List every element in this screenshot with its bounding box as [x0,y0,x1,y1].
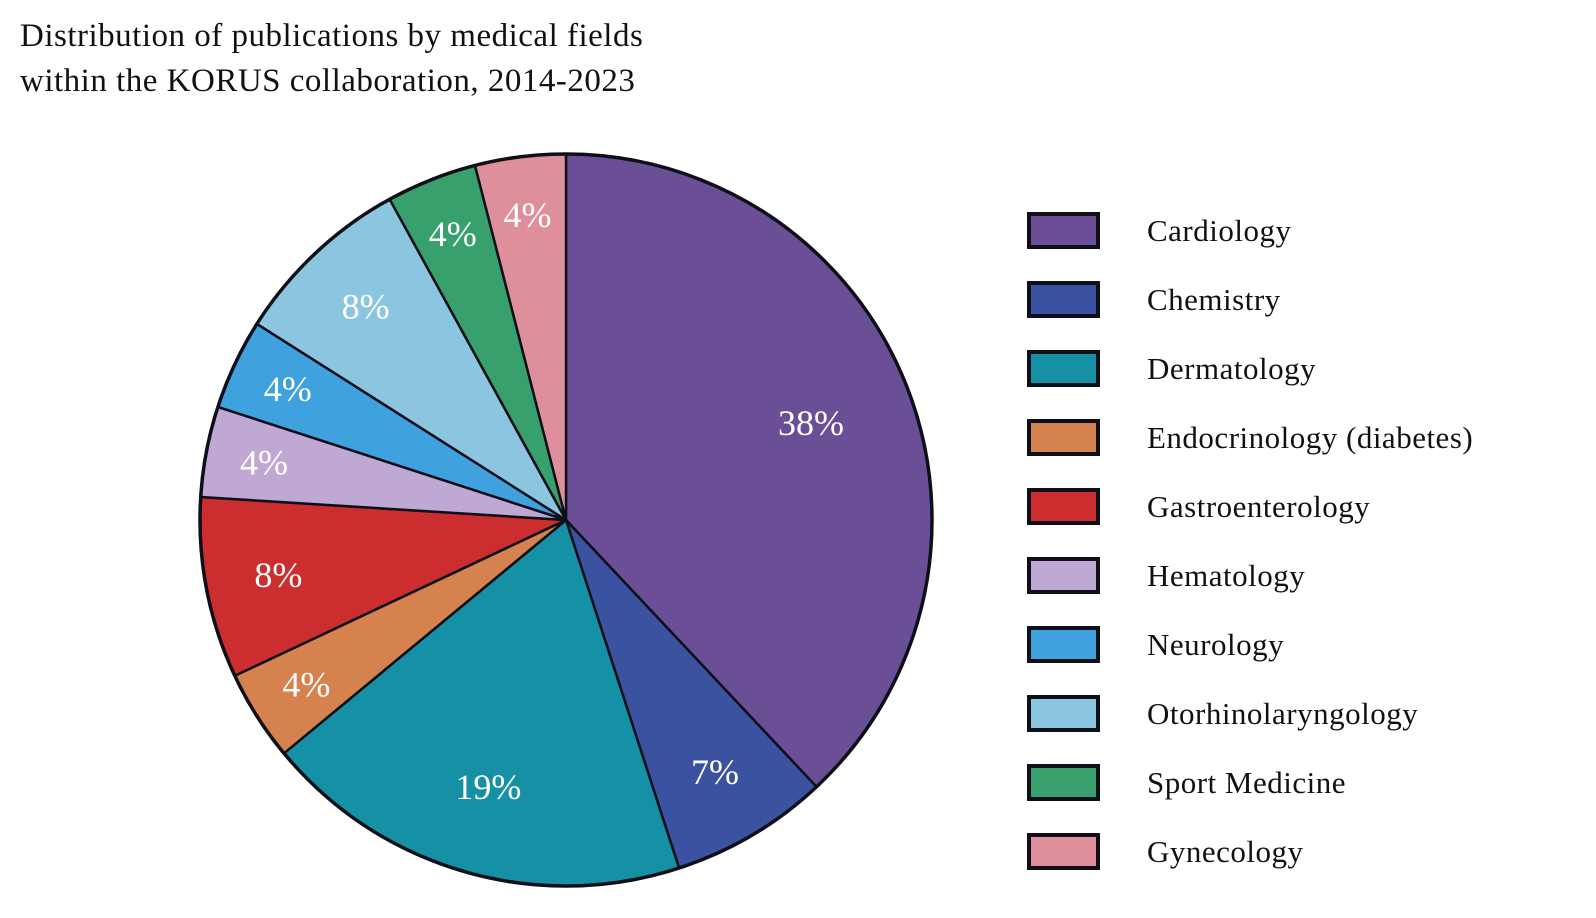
legend-item-cardiology: Cardiology [1027,196,1473,265]
legend-swatch [1027,212,1100,249]
legend-item-endocrinology-diabetes: Endocrinology (diabetes) [1027,403,1473,472]
legend-label: Dermatology [1147,350,1317,386]
legend-label: Sport Medicine [1147,764,1346,800]
legend-item-sport-medicine: Sport Medicine [1027,748,1473,817]
legend-item-otorhinolaryngology: Otorhinolaryngology [1027,679,1473,748]
chart-title: Distribution of publications by medical … [20,18,644,99]
pie-outline [198,152,934,888]
slice-value-label: 4% [504,195,552,235]
slice-value-label: 38% [778,403,844,443]
legend-swatch [1027,350,1100,387]
legend-label: Endocrinology (diabetes) [1147,419,1474,455]
legend-item-gastroenterology: Gastroenterology [1027,472,1473,541]
slice-value-label: 19% [455,767,521,807]
legend-swatch [1027,419,1100,456]
slice-value-label: 8% [342,287,390,327]
legend-item-neurology: Neurology [1027,610,1473,679]
legend-swatch [1027,626,1100,663]
legend-swatch [1027,488,1100,525]
legend-swatch [1027,695,1100,732]
legend-swatch [1027,281,1100,318]
legend-label: Neurology [1147,626,1285,662]
legend: Cardiology Chemistry Dermatology Endocrinol… [1027,196,1473,886]
slice-value-label: 7% [691,752,739,792]
slice-value-label: 4% [240,442,288,482]
legend-label: Cardiology [1147,212,1292,248]
legend-item-dermatology: Dermatology [1027,334,1473,403]
slice-value-label: 4% [282,665,330,705]
legend-label: Hematology [1147,557,1306,593]
slice-value-label: 4% [429,214,477,254]
legend-item-gynecology: Gynecology [1027,817,1473,886]
legend-label: Chemistry [1147,281,1281,317]
legend-swatch [1027,833,1100,870]
slice-value-label: 8% [254,555,302,595]
legend-label: Gastroenterology [1147,488,1371,524]
legend-swatch [1027,557,1100,594]
slice-value-label: 4% [264,369,312,409]
legend-item-chemistry: Chemistry [1027,265,1473,334]
pie-chart: 38% 7% 19% 4% 8% 4% 4% 8% 4% 4% [198,152,934,888]
legend-label: Gynecology [1147,833,1304,869]
legend-swatch [1027,764,1100,801]
legend-item-hematology: Hematology [1027,541,1473,610]
legend-label: Otorhinolaryngology [1147,695,1419,731]
